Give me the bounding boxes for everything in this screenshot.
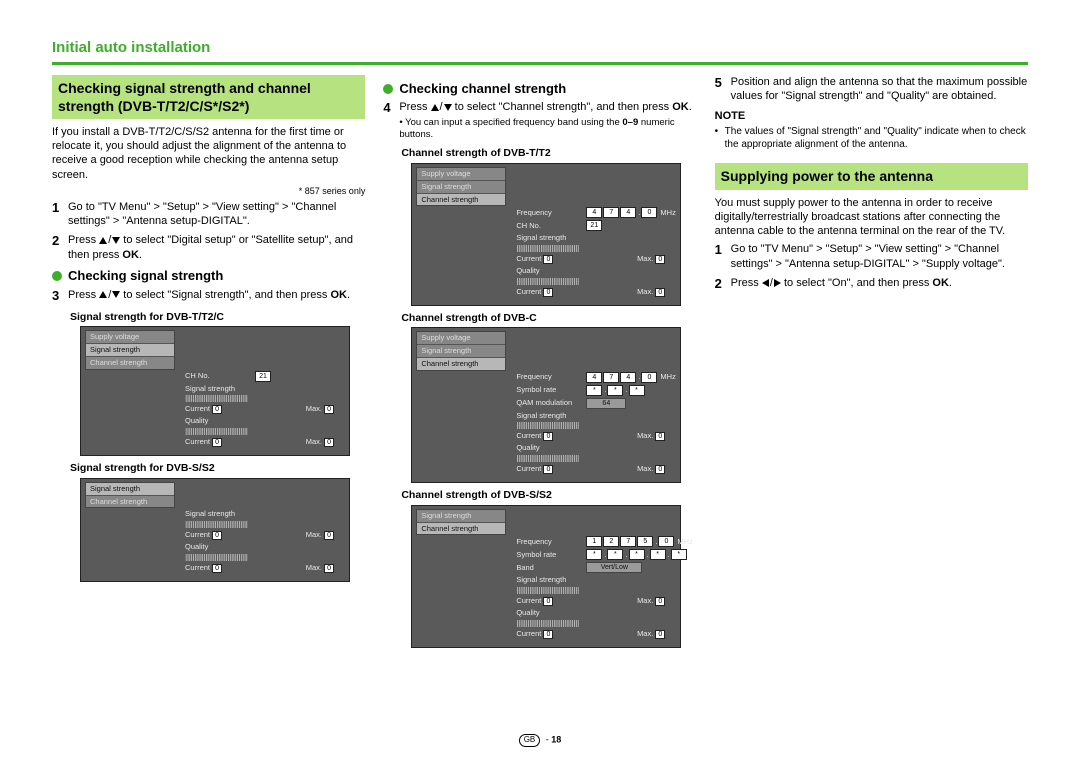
step-1: 1 Go to "TV Menu" > "Setup" > "View sett… [52, 200, 365, 229]
osd-values: Frequency 1275.0MHz Symbol rate *.*.*.*.… [516, 536, 674, 639]
step-2: 2 Press / to select "Digital setup" or "… [52, 233, 365, 262]
osd-values: Frequency 474.0MHz Symbol rate *.*.* QAM… [516, 372, 674, 475]
osd-values: Frequency 474.0MHz CH No.21 Signal stren… [516, 207, 674, 297]
sub-note: You can input a specified frequency band… [399, 117, 696, 142]
steps-list-signal: 3 Press / to select "Signal strength", a… [52, 288, 365, 305]
steps-list-1: 1 Go to "TV Menu" > "Setup" > "View sett… [52, 200, 365, 262]
region-badge: GB [519, 734, 541, 747]
series-footnote: * 857 series only [52, 186, 365, 198]
column-3: 5 Position and align the antenna so that… [715, 75, 1028, 654]
bar-graphic: |||||||||||||||||||||||||||||||||| [516, 245, 666, 252]
manual-page: Initial auto installation Checking signa… [0, 0, 1080, 763]
caption-ch-dvbs: Channel strength of DVB-S/S2 [401, 489, 696, 503]
bar-graphic: |||||||||||||||||||||||||||||||||| [185, 521, 335, 528]
bar-graphic: |||||||||||||||||||||||||||||||||| [185, 428, 335, 435]
osd-signal-dvbt: Supply voltage Signal strength Channel s… [80, 326, 350, 456]
content-columns: Checking signal strength and channel str… [52, 75, 1028, 654]
bar-graphic: |||||||||||||||||||||||||||||||||| [516, 455, 666, 462]
caption-ch-dvbc: Channel strength of DVB-C [401, 312, 696, 326]
bar-graphic: |||||||||||||||||||||||||||||||||| [516, 422, 666, 429]
up-arrow-icon [99, 237, 107, 244]
caption-dvbs-signal: Signal strength for DVB-S/S2 [70, 462, 365, 476]
note-list: The values of "Signal strength" and "Qua… [715, 125, 1028, 151]
osd-channel-dvbc: Supply voltage Signal strength Channel s… [411, 327, 681, 483]
bar-graphic: |||||||||||||||||||||||||||||||||| [516, 278, 666, 285]
section-title: Initial auto installation [52, 38, 1028, 58]
down-arrow-icon [444, 104, 452, 111]
osd-channel-dvbt: Supply voltage Signal strength Channel s… [411, 163, 681, 306]
osd-menu: Supply voltage Signal strength Channel s… [85, 330, 175, 369]
intro-supply-power: You must supply power to the antenna in … [715, 196, 1028, 239]
subheading-channel-strength: Checking channel strength [383, 81, 696, 98]
bar-graphic: |||||||||||||||||||||||||||||||||| [185, 395, 335, 402]
osd-menu: Supply voltage Signal strength Channel s… [416, 331, 506, 370]
up-arrow-icon [99, 291, 107, 298]
horizontal-rule [52, 62, 1028, 65]
caption-dvbt-signal: Signal strength for DVB-T/T2/C [70, 311, 365, 325]
osd-channel-dvbs: Signal strength Channel strength Frequen… [411, 505, 681, 648]
heading-supply-power: Supplying power to the antenna [715, 163, 1028, 189]
bar-graphic: |||||||||||||||||||||||||||||||||| [185, 554, 335, 561]
left-arrow-icon [762, 279, 769, 287]
note-heading: NOTE [715, 109, 1028, 123]
step-4: 4 Press / to select "Channel strength", … [383, 100, 696, 141]
steps-list-5: 5 Position and align the antenna so that… [715, 75, 1028, 104]
supply-step-1: 1 Go to "TV Menu" > "Setup" > "View sett… [715, 242, 1028, 271]
up-arrow-icon [431, 104, 439, 111]
osd-values: CH No.21 Signal strength |||||||||||||||… [185, 371, 343, 448]
intro-paragraph: If you install a DVB-T/T2/C/S/S2 antenna… [52, 125, 365, 182]
column-2: Checking channel strength 4 Press / to s… [383, 75, 696, 654]
supply-step-2: 2 Press / to select "On", and then press… [715, 276, 1028, 293]
step-3: 3 Press / to select "Signal strength", a… [52, 288, 365, 305]
subheading-signal-strength: Checking signal strength [52, 268, 365, 285]
bullet-icon [52, 271, 62, 281]
bar-graphic: |||||||||||||||||||||||||||||||||| [516, 620, 666, 627]
osd-menu: Supply voltage Signal strength Channel s… [416, 167, 506, 206]
osd-values: Signal strength ||||||||||||||||||||||||… [185, 509, 343, 573]
page-footer: GB - 18 [0, 734, 1080, 747]
steps-list-channel: 4 Press / to select "Channel strength", … [383, 100, 696, 141]
page-number: 18 [551, 734, 561, 744]
osd-signal-dvbs: Signal strength Channel strength Signal … [80, 478, 350, 582]
step-5: 5 Position and align the antenna so that… [715, 75, 1028, 104]
caption-ch-dvbt: Channel strength of DVB-T/T2 [401, 147, 696, 161]
osd-menu: Signal strength Channel strength [416, 509, 506, 536]
heading-checking-signal: Checking signal strength and channel str… [52, 75, 365, 119]
steps-list-supply: 1 Go to "TV Menu" > "Setup" > "View sett… [715, 242, 1028, 292]
right-arrow-icon [774, 279, 781, 287]
osd-menu: Signal strength Channel strength [85, 482, 175, 509]
bullet-icon [383, 84, 393, 94]
bar-graphic: |||||||||||||||||||||||||||||||||| [516, 587, 666, 594]
column-1: Checking signal strength and channel str… [52, 75, 365, 654]
